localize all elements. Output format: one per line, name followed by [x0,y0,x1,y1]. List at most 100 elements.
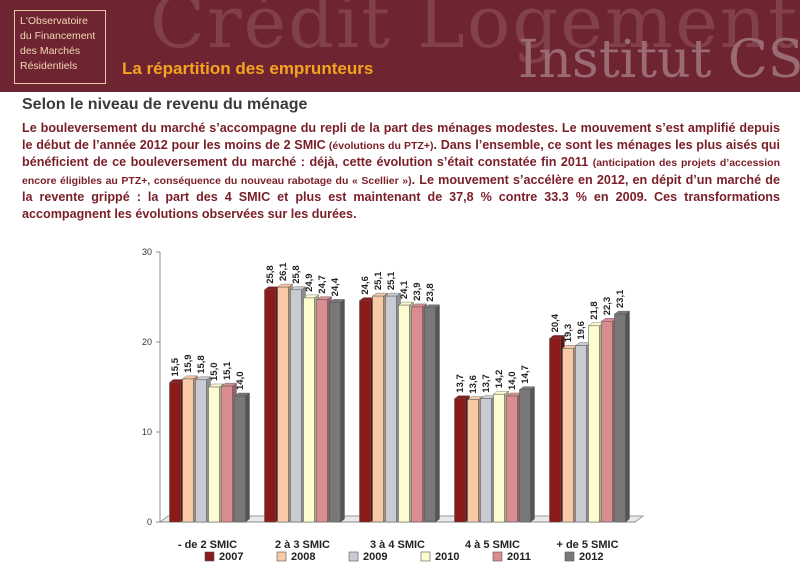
bar-data-label: 20,4 [550,313,561,332]
bar-data-label: 15,8 [196,355,207,374]
legend-label: 2009 [363,551,387,563]
bar [398,304,410,523]
legend-swatch [204,551,215,562]
bar [562,348,574,523]
section-subtitle: Selon le niveau de revenu du ménage [22,96,308,113]
paragraph-note: (anticipation des projets d’accession en… [22,157,780,187]
x-category-label: + de 5 SMIC [556,539,618,551]
bar-data-label: 22,3 [602,297,613,316]
bar-data-label: 25,1 [386,271,397,290]
bar [506,395,518,523]
watermark-credit-logement: Crédit Logement [150,0,800,64]
bar-data-label: 23,8 [425,283,436,302]
y-tick-label: 10 [142,427,152,437]
bar-data-label: 23,9 [412,282,423,301]
x-category-label: 4 à 5 SMIC [465,539,520,551]
bar-side [435,304,440,523]
page-title: La répartition des emprunteurs [122,59,374,78]
paragraph-text: . Le mouvement s’accélère en 2012, en dé… [22,172,780,221]
legend-label: 2008 [291,551,315,563]
bar [195,379,207,523]
bar-data-label: 14,0 [235,372,246,391]
bar [424,307,436,523]
bar-data-label: 24,7 [317,275,328,294]
bar-data-label: 14,0 [507,372,518,391]
watermark-institut-csa: Institut CSA [518,30,800,90]
y-tick-label: 20 [142,337,152,347]
bar [303,297,315,523]
bar [234,395,246,523]
bar-data-label: 14,2 [494,370,505,389]
bar [359,300,371,523]
legend-label: 2010 [435,551,459,563]
logo-line: du Financement [20,30,96,42]
paragraph-text: Le bouleversement du marché s’accompagne… [22,121,780,152]
bar-data-label: 14,7 [520,365,531,384]
bar-side [625,310,630,523]
legend-label: 2007 [219,551,243,563]
bar-data-label: 15,0 [209,363,220,382]
bar-data-label: 15,5 [170,357,181,376]
legend-swatch [492,551,503,562]
bar [264,289,276,523]
legend-swatch [564,551,575,562]
bar [467,399,479,523]
x-category-label: 2 à 3 SMIC [275,539,330,551]
bar [182,378,194,523]
logo-line: Résidentiels [20,60,78,72]
legend-swatch [276,551,287,562]
x-category-label: 3 à 4 SMIC [370,539,425,551]
bar-data-label: 24,9 [304,273,315,292]
bar [601,321,613,523]
bar-data-label: 13,7 [481,374,492,393]
paragraph-note: (évolutions du PTZ+) [325,139,434,152]
description-paragraph: Le bouleversement du marché s’accompagne… [22,120,780,223]
observatoire-logo: L'Observatoire du Financement des Marché… [14,10,106,84]
legend-label: 2011 [507,551,531,563]
paragraph-text: . Dans l’ensemble, ce sont les ménages l… [22,137,781,170]
bar [614,313,626,523]
bar [480,398,492,523]
bar [575,345,587,523]
bar [493,393,505,523]
header-banner: Crédit Logement Institut CSA L'Observato… [0,0,800,92]
bar-side [340,299,345,523]
legend-label: 2012 [579,551,603,563]
bar-data-label: 15,9 [183,354,194,373]
legend-swatch [348,551,359,562]
bar [316,299,328,523]
bar [221,385,233,523]
bar-side [245,392,250,523]
bar [385,295,397,523]
logo-line: L'Observatoire [20,15,88,27]
bar [290,289,302,523]
bar [208,386,220,523]
bar [411,306,423,523]
bar-data-label: 24,6 [360,276,371,295]
bar-data-label: 25,8 [291,265,302,284]
legend-swatch [420,551,431,562]
bar-data-label: 19,6 [576,321,587,340]
bar [519,389,531,523]
bar-data-label: 21,8 [589,301,600,320]
logo-line: des Marchés [20,45,81,57]
bar [588,325,600,523]
bar-data-label: 26,1 [278,262,289,281]
bar-data-label: 24,1 [399,280,410,299]
bar [549,338,561,523]
bar [169,382,181,523]
bar-data-label: 23,1 [615,289,626,308]
bar-side [530,386,535,523]
bar [277,286,289,523]
bar [454,398,466,523]
bar-data-label: 25,1 [373,271,384,290]
bar-data-label: 15,1 [222,361,233,380]
bar-data-label: 13,6 [468,375,479,394]
bar-data-label: 25,8 [265,265,276,284]
bar-data-label: 13,7 [455,374,466,393]
y-tick-label: 0 [147,517,152,527]
x-category-label: - de 2 SMIC [178,539,237,551]
bar-data-label: 19,3 [563,324,574,343]
bar [372,295,384,523]
